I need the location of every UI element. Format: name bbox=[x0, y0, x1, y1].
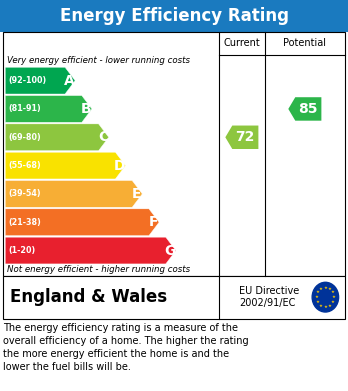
Text: Very energy efficient - lower running costs: Very energy efficient - lower running co… bbox=[7, 56, 190, 65]
Text: (39-54): (39-54) bbox=[9, 189, 41, 198]
Text: The energy efficiency rating is a measure of the
overall efficiency of a home. T: The energy efficiency rating is a measur… bbox=[3, 323, 249, 372]
Text: ★: ★ bbox=[328, 303, 332, 308]
Text: ★: ★ bbox=[323, 305, 327, 309]
Text: 72: 72 bbox=[235, 130, 254, 144]
Text: Current: Current bbox=[223, 38, 260, 48]
Text: ★: ★ bbox=[332, 295, 336, 299]
Text: (55-68): (55-68) bbox=[9, 161, 41, 170]
Text: ★: ★ bbox=[323, 285, 327, 289]
Polygon shape bbox=[5, 209, 159, 236]
Text: D: D bbox=[114, 159, 126, 172]
Bar bbox=[3, 276, 345, 319]
Text: ★: ★ bbox=[316, 300, 320, 304]
Polygon shape bbox=[5, 67, 75, 94]
Text: ★: ★ bbox=[328, 287, 332, 291]
Text: ★: ★ bbox=[316, 291, 320, 294]
Text: C: C bbox=[98, 130, 108, 144]
Polygon shape bbox=[5, 237, 176, 264]
Circle shape bbox=[312, 282, 339, 312]
Text: E: E bbox=[132, 187, 142, 201]
Polygon shape bbox=[5, 152, 126, 179]
Text: ★: ★ bbox=[331, 300, 335, 304]
Text: ★: ★ bbox=[315, 295, 319, 299]
Text: Potential: Potential bbox=[283, 38, 326, 48]
Text: (81-91): (81-91) bbox=[9, 104, 41, 113]
Text: (21-38): (21-38) bbox=[9, 218, 41, 227]
Text: Energy Efficiency Rating: Energy Efficiency Rating bbox=[60, 7, 288, 25]
Polygon shape bbox=[5, 95, 92, 122]
Text: (1-20): (1-20) bbox=[9, 246, 36, 255]
Text: G: G bbox=[165, 244, 176, 258]
Polygon shape bbox=[5, 181, 142, 207]
Text: F: F bbox=[149, 215, 158, 229]
Text: England & Wales: England & Wales bbox=[10, 288, 168, 306]
Bar bbox=[0, 0, 348, 32]
Text: A: A bbox=[64, 74, 75, 88]
Polygon shape bbox=[5, 124, 109, 151]
Text: (92-100): (92-100) bbox=[9, 76, 47, 85]
Text: ★: ★ bbox=[319, 287, 323, 291]
Text: 85: 85 bbox=[298, 102, 317, 116]
Text: ★: ★ bbox=[331, 291, 335, 294]
Text: EU Directive
2002/91/EC: EU Directive 2002/91/EC bbox=[239, 286, 300, 308]
Polygon shape bbox=[288, 97, 322, 121]
Text: B: B bbox=[81, 102, 92, 116]
Bar bbox=[3, 32, 345, 276]
Text: ★: ★ bbox=[319, 303, 323, 308]
Text: Not energy efficient - higher running costs: Not energy efficient - higher running co… bbox=[7, 265, 190, 274]
Text: (69-80): (69-80) bbox=[9, 133, 41, 142]
Polygon shape bbox=[226, 126, 259, 149]
